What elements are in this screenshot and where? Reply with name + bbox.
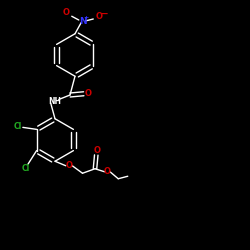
Text: O: O: [94, 146, 100, 155]
Text: Cl: Cl: [14, 122, 22, 131]
Text: −: −: [100, 8, 109, 18]
Text: O: O: [65, 161, 72, 170]
Text: O: O: [85, 89, 92, 98]
Text: O: O: [104, 167, 110, 176]
Text: O: O: [96, 12, 103, 21]
Text: O: O: [63, 8, 70, 18]
Text: Cl: Cl: [21, 164, 29, 173]
Text: N: N: [79, 16, 86, 26]
Text: NH: NH: [48, 97, 61, 106]
Text: +: +: [84, 15, 89, 20]
